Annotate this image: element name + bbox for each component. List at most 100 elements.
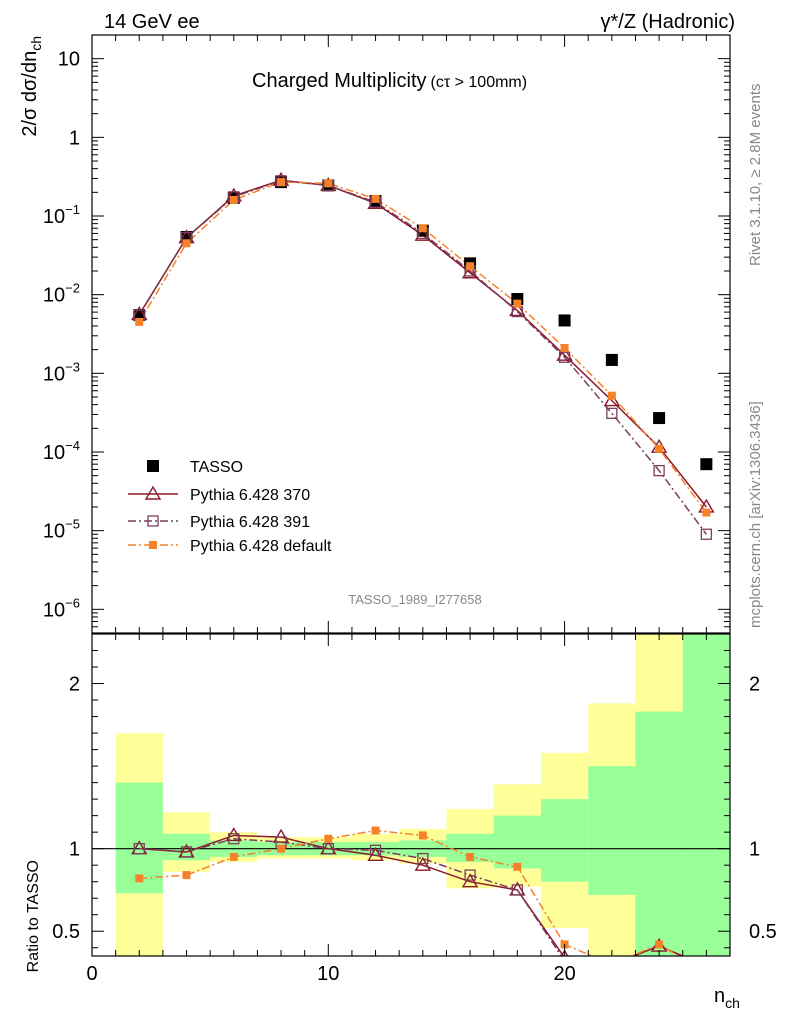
legend-marker-tasso	[147, 460, 159, 472]
main-point-pythia-default	[513, 299, 522, 308]
main-point-pythia-370	[461, 264, 479, 279]
main-y-tick-label: 10−4	[43, 438, 80, 464]
ratio-point-pythia-default	[655, 940, 664, 949]
main-panel-series	[131, 171, 715, 540]
main-point-tasso	[700, 458, 713, 471]
main-point-pythia-default	[560, 343, 569, 352]
main-point-pythia-default	[466, 262, 475, 271]
ratio-point-pythia-default	[418, 831, 427, 840]
main-point-pythia-default	[135, 317, 144, 326]
ratio-point-pythia-391	[511, 884, 523, 896]
ratio-y-tick-label-left: 2	[69, 674, 80, 696]
main-point-pythia-370	[556, 346, 573, 361]
ratio-panel-frame	[91, 633, 731, 957]
main-point-pythia-default	[371, 194, 380, 203]
ratio-point-pythia-default	[182, 871, 191, 880]
main-point-tasso	[605, 353, 618, 366]
ratio-point-pythia-370	[367, 846, 384, 861]
ratio-point-pythia-default	[229, 852, 238, 861]
analysis-label: TASSO_1989_I277658	[348, 592, 481, 607]
main-y-tick-labels: 10 1 10−1 10−2 10−3 10−4 10−5 10−6	[43, 49, 80, 622]
legend-label-391: Pythia 6.428 391	[190, 514, 310, 531]
legend-marker-370	[144, 485, 162, 500]
main-point-tasso	[558, 314, 571, 327]
ratio-point-pythia-391	[133, 843, 145, 855]
ratio-y-tick-label-right: 0.5	[749, 921, 777, 943]
x-tick-label: 10	[317, 963, 339, 985]
main-point-pythia-391	[700, 528, 713, 540]
ratio-point-pythia-391	[654, 974, 664, 984]
main-point-pythia-default	[277, 178, 286, 187]
main-point-pythia-default	[702, 508, 711, 517]
main-y-axis-label: 2/σ dσ/dnch	[19, 36, 44, 137]
legend-marker-391	[147, 515, 159, 527]
main-point-pythia-391	[653, 464, 665, 477]
ratio-line-pythia-391	[139, 838, 563, 956]
main-y-tick-label: 10−1	[43, 202, 80, 228]
ratio-point-pythia-391	[322, 843, 334, 855]
chart-title: Charged Multiplicity (cτ > 100mm)	[252, 70, 527, 92]
ratio-y-tick-label-right: 1	[749, 839, 760, 861]
ratio-y-tick-labels: 0.5 0.5 1 1 2 2	[52, 674, 777, 944]
mcplots-label: mcplots.cern.ch [arXiv:1306.3436]	[747, 401, 764, 628]
ratio-point-pythia-default	[277, 844, 286, 853]
ratio-point-pythia-370	[272, 828, 290, 843]
main-point-pythia-370	[509, 302, 526, 317]
main-point-pythia-391	[606, 407, 618, 419]
ratio-point-pythia-391	[228, 833, 240, 845]
legend-label-tasso: TASSO	[190, 459, 243, 476]
legend: TASSO Pythia 6.428 370 Pythia 6.428 391 …	[128, 459, 332, 555]
ratio-y-axis-label: Ratio to TASSO	[25, 860, 42, 972]
ratio-point-pythia-default	[702, 969, 710, 977]
ratio-point-pythia-391	[369, 844, 382, 856]
main-y-tick-label: 1	[69, 127, 80, 149]
ratio-y-tick-label-left: 1	[69, 839, 80, 861]
main-y-tick-label: 10−5	[43, 517, 80, 543]
legend-label-default: Pythia 6.428 default	[190, 538, 332, 555]
ratio-point-pythia-391	[701, 987, 711, 997]
ratio-point-pythia-default	[513, 862, 522, 871]
legend-marker-default	[149, 541, 157, 549]
main-point-pythia-default	[229, 195, 238, 204]
band-inner-11	[635, 711, 683, 956]
band-inner-10	[588, 766, 636, 895]
ratio-point-pythia-391	[607, 974, 617, 984]
main-y-tick-label: 10−3	[43, 359, 80, 385]
axis-ticks	[91, 34, 731, 956]
x-axis-label: nch	[714, 985, 740, 1011]
ratio-point-pythia-391	[180, 846, 193, 858]
main-point-pythia-370	[414, 226, 432, 241]
legend-label-370: Pythia 6.428 370	[190, 487, 310, 504]
x-tick-label: 0	[86, 963, 97, 985]
ratio-point-pythia-370	[611, 955, 612, 956]
ratio-point-pythia-default	[324, 834, 333, 843]
ratio-point-pythia-default	[608, 960, 616, 968]
uncertainty-bands	[115, 634, 730, 956]
ratio-point-pythia-391	[417, 852, 429, 865]
header-right-label: γ*/Z (Hadronic)	[601, 11, 735, 33]
x-tick-labels: 0 10 20	[86, 963, 575, 985]
ratio-y-tick-label-right: 2	[749, 674, 760, 696]
ratio-point-pythia-default	[466, 852, 475, 861]
band-inner-8	[493, 815, 541, 869]
main-point-pythia-default	[655, 444, 664, 453]
main-point-pythia-default	[182, 239, 191, 248]
ratio-point-pythia-370	[225, 827, 242, 842]
band-inner-9	[540, 799, 589, 882]
ratio-point-pythia-default	[371, 826, 380, 835]
main-point-pythia-391	[558, 351, 571, 363]
ratio-line-pythia-370	[139, 834, 685, 956]
main-y-tick-label: 10	[58, 49, 80, 71]
ratio-y-tick-label-left: 0.5	[52, 921, 80, 943]
ratio-point-pythia-370	[699, 959, 713, 971]
ratio-panel-series	[92, 826, 730, 997]
main-point-pythia-default	[418, 224, 427, 233]
main-y-tick-label: 10−6	[43, 595, 80, 621]
rivet-label: Rivet 3.1.10, ≥ 2.8M events	[747, 84, 764, 267]
header-left-label: 14 GeV ee	[104, 11, 200, 33]
main-point-pythia-default	[607, 391, 616, 400]
main-point-tasso	[653, 412, 666, 425]
band-inner-12	[682, 634, 730, 956]
main-panel-frame	[91, 34, 731, 634]
